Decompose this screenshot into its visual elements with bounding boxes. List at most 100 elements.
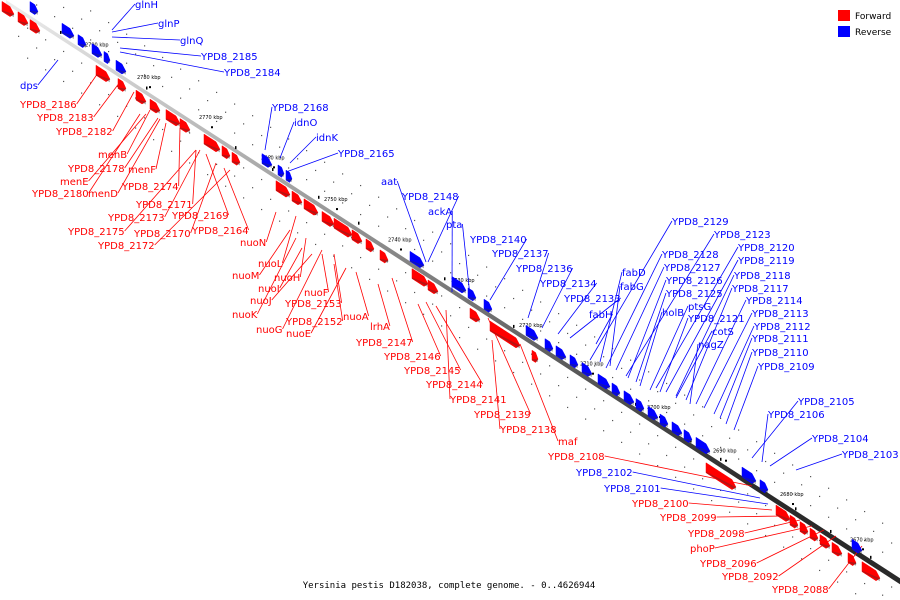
label-connector: [595, 313, 613, 345]
gene-arrow-shade: [286, 178, 292, 182]
lane-dot: [675, 402, 677, 404]
lane-dot: [99, 30, 101, 32]
lane-dot: [558, 313, 560, 315]
label-connector: [527, 252, 550, 319]
label-connector: [111, 3, 136, 31]
lane-dot: [792, 464, 794, 466]
lane-dot: [495, 360, 497, 362]
gene-arrow: [799, 521, 809, 535]
label-connector: [491, 339, 501, 430]
gene-label-nuoe: nuoE: [286, 329, 311, 340]
gene-arrow: [303, 198, 319, 216]
gene-arrow-shade: [78, 43, 86, 48]
label-connector: [205, 153, 230, 216]
tick-mark: [725, 459, 727, 462]
gene-arrow: [231, 151, 241, 166]
label-connector: [282, 249, 323, 330]
gene-label-ypd8_2153: YPD8_2153: [284, 299, 342, 310]
gene-arrow-shade: [556, 354, 566, 361]
lane-dot: [144, 74, 146, 76]
label-connector: [377, 283, 391, 327]
label-connector: [714, 525, 813, 549]
lane-dot: [135, 127, 137, 129]
lane-dot: [360, 256, 362, 259]
lane-dot: [513, 371, 515, 374]
gene-arrow-shade: [116, 69, 126, 75]
lane-dot: [396, 208, 398, 210]
lane-dot: [630, 359, 632, 361]
lane-dot: [702, 435, 704, 437]
gene-arrow: [581, 362, 593, 377]
gene-label-ypd8_2092: YPD8_2092: [721, 572, 779, 583]
lane-dot: [432, 303, 434, 305]
lane-dot: [414, 219, 416, 222]
label-connector: [279, 121, 295, 159]
feature-tick: [513, 324, 515, 328]
lane-dot: [216, 120, 218, 123]
gene-label-menb: menB: [98, 150, 127, 161]
gene-arrow: [683, 429, 693, 443]
gene-label-nuoj: nuoJ: [250, 296, 272, 307]
label-connector: [88, 113, 141, 194]
gene-label-ypd8_2088: YPD8_2088: [771, 585, 829, 596]
lane-dot: [585, 344, 587, 346]
label-connector: [259, 229, 291, 276]
gene-label-ypd8_2125: YPD8_2125: [665, 289, 723, 300]
lane-dot: [819, 495, 821, 498]
gene-arrow-shade: [62, 32, 74, 39]
gene-label-nuoa: nuoA: [343, 312, 369, 323]
feature-tick: [870, 555, 872, 559]
lane-dot: [81, 18, 83, 20]
lane-dot: [468, 254, 470, 257]
lane-dot: [378, 268, 380, 270]
lane-dot: [549, 321, 551, 323]
gene-arrow-shade: [118, 87, 126, 92]
gene-arrow: [671, 421, 683, 436]
lane-dot: [891, 586, 893, 588]
label-connector: [117, 118, 161, 194]
lane-dot: [333, 225, 335, 227]
lane-dot: [747, 493, 749, 495]
lane-dot: [486, 266, 488, 268]
gene-label-ypd8_2113: YPD8_2113: [751, 309, 809, 320]
lane-dot: [171, 76, 173, 78]
lane-dot: [729, 511, 731, 513]
gene-label-ypd8_2173: YPD8_2173: [107, 213, 165, 224]
lane-dot: [540, 330, 542, 332]
lane-dot: [594, 365, 596, 367]
lane-dot: [774, 481, 776, 483]
lane-dot: [612, 419, 614, 422]
lane-dot: [225, 111, 227, 113]
lane-dot: [549, 365, 551, 367]
lane-dot: [468, 326, 470, 329]
lane-dot: [315, 243, 317, 246]
gene-arrow: [179, 118, 191, 133]
feature-tick: [235, 146, 237, 150]
lane-dot: [225, 185, 227, 187]
lane-dot: [36, 4, 38, 6]
lane-dot: [252, 144, 254, 146]
gene-arrow: [333, 217, 353, 238]
lane-dot: [45, 69, 47, 71]
lane-dot: [855, 563, 857, 565]
lane-dot: [144, 117, 146, 119]
gene-arrow: [647, 405, 659, 421]
gene-label-nuog: nuoG: [256, 325, 283, 336]
gene-label-ypd8_2102: YPD8_2102: [575, 468, 633, 479]
lane-dot: [81, 92, 83, 94]
label-connector: [126, 109, 151, 155]
lane-dot: [369, 278, 371, 280]
lane-dot: [162, 85, 164, 88]
label-connector: [37, 59, 59, 86]
gene-arrow-shade: [412, 277, 428, 287]
lane-dot: [90, 39, 92, 41]
lane-dot: [189, 132, 191, 134]
lane-dot: [675, 446, 677, 448]
gene-arrow-shade: [366, 247, 374, 253]
gene-label-ypd8_2096: YPD8_2096: [699, 559, 757, 570]
lane-dot: [108, 50, 110, 53]
gene-arrow-shade: [800, 530, 808, 535]
lane-dot: [477, 348, 479, 350]
legend-forward-label: Forward: [855, 12, 891, 22]
lane-dot: [351, 267, 353, 269]
